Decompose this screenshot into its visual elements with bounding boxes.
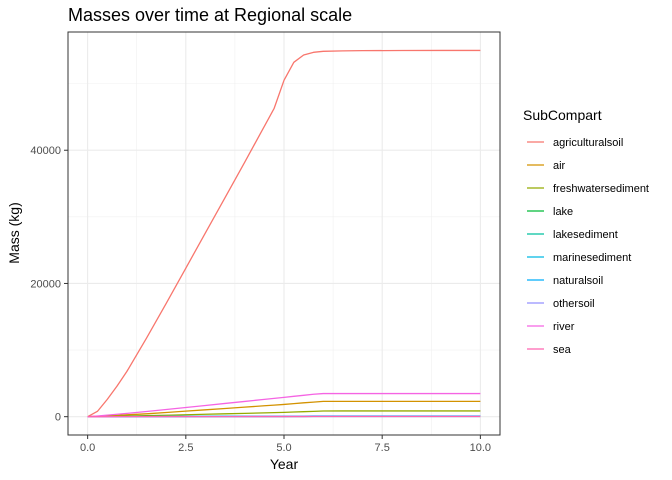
x-axis-title: Year <box>270 456 299 472</box>
x-tick-label: 2.5 <box>178 442 193 454</box>
y-tick-label: 20000 <box>30 278 61 290</box>
plot-panel <box>67 31 501 436</box>
legend-label-marinesediment: marinesediment <box>553 252 631 264</box>
series-line-agriculturalsoil <box>87 49 481 418</box>
legend-label-freshwatersediment: freshwatersediment <box>553 183 649 195</box>
x-tick-label: 0.0 <box>80 442 95 454</box>
x-axis: 0.0 2.5 5.0 7.5 10.0 <box>80 435 491 454</box>
legend-title: SubCompart <box>523 107 602 123</box>
legend-label-lake: lake <box>553 206 573 218</box>
legend-label-agriculturalsoil: agriculturalsoil <box>553 137 623 149</box>
x-tick-label: 5.0 <box>276 442 291 454</box>
legend-label-othersoil: othersoil <box>553 298 595 310</box>
y-tick-label: 40000 <box>30 145 61 157</box>
x-tick-label: 7.5 <box>375 442 390 454</box>
series-line-air <box>87 400 481 418</box>
y-axis: 0 20000 40000 <box>30 145 68 424</box>
y-axis-title: Mass (kg) <box>6 202 22 263</box>
y-tick-label: 0 <box>55 412 61 424</box>
legend-label-air: air <box>553 160 566 172</box>
legend-label-naturalsoil: naturalsoil <box>553 275 603 287</box>
legend-label-sea: sea <box>553 344 572 356</box>
legend: SubCompart agriculturalsoil air freshwater… <box>523 107 649 356</box>
chart-title: Masses over time at Regional scale <box>68 5 352 25</box>
legend-label-river: river <box>553 321 575 333</box>
series-line-river <box>87 392 481 418</box>
x-tick-label: 10.0 <box>470 442 491 454</box>
legend-label-lakesediment: lakesediment <box>553 229 618 241</box>
